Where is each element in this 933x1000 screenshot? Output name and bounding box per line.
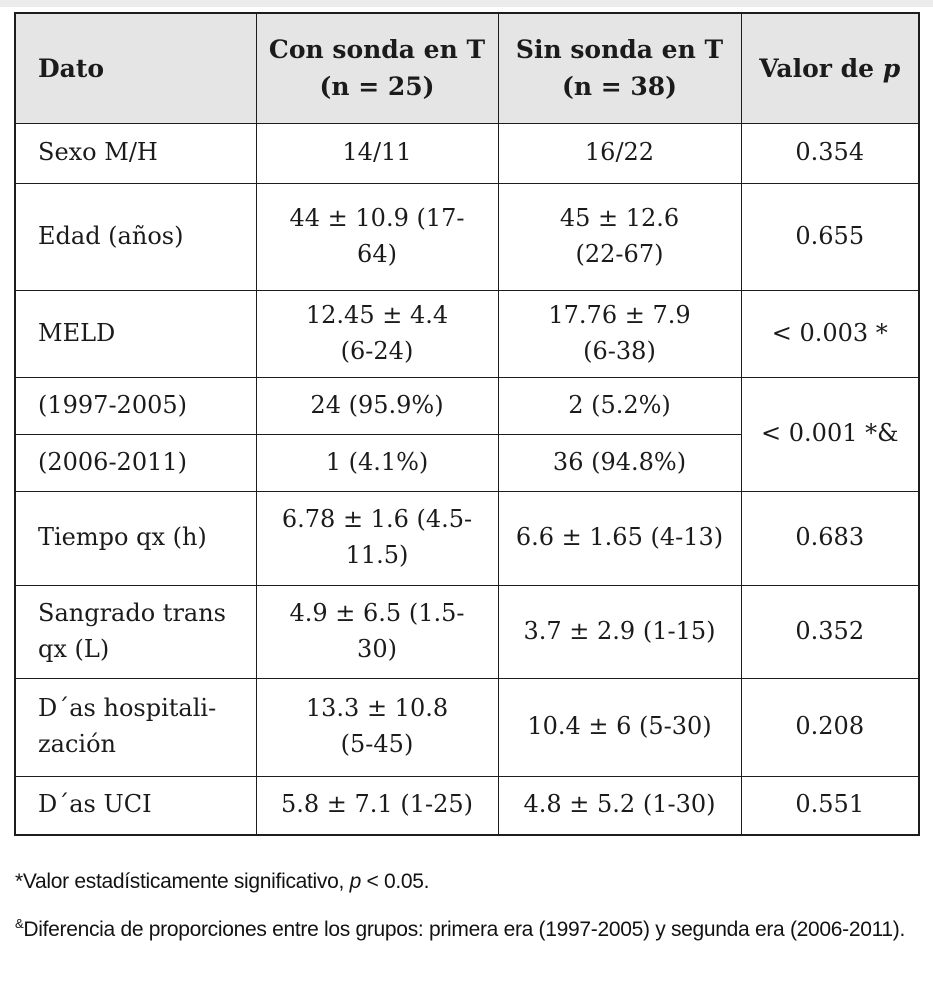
header-row: Dato Con sonda en T (n = 25) Sin sonda e… <box>14 12 920 124</box>
sin-sonda-cell: 6.6 ± 1.65 (4-13) <box>497 490 742 586</box>
sin-sonda-cell: 3.7 ± 2.9 (1-15) <box>497 584 742 679</box>
sin-sonda-cell: 17.76 ± 7.9 (6-38) <box>497 289 742 378</box>
table-footnotes: *Valor estadísticamente significativo, p… <box>15 858 921 955</box>
p-value-cell: < 0.003 * <box>740 289 920 378</box>
header-con-sonda: Con sonda en T (n = 25) <box>255 12 499 124</box>
header-dato: Dato <box>14 12 257 124</box>
row-label-cell: Tiempo qx (h) <box>14 490 257 586</box>
row-label-cell: Sangrado trans qx (L) <box>14 584 257 679</box>
row-label-cell: MELD <box>14 289 257 378</box>
footnote-significance: *Valor estadísticamente significativo, p… <box>15 870 430 893</box>
row-label-cell: D´as UCI <box>14 775 257 836</box>
table-row: Sexo M/H 14/11 16/22 0.354 <box>14 122 920 184</box>
con-sonda-cell: 6.78 ± 1.6 (4.5- 11.5) <box>255 490 499 586</box>
con-sonda-cell: 44 ± 10.9 (17- 64) <box>255 182 499 291</box>
table-row: (1997-2005) 24 (95.9%) 2 (5.2%) < 0.001 *& <box>14 376 920 492</box>
scan-edge-strip <box>0 0 933 7</box>
p-value-cell: 0.352 <box>740 584 920 679</box>
con-sonda-cell: 1 (4.1%) <box>255 433 499 492</box>
table-row: D´as UCI 5.8 ± 7.1 (1-25) 4.8 ± 5.2 (1-30)… <box>14 775 920 836</box>
table-row: (2006-2011) 1 (4.1%) 36 (94.8%) <box>14 433 919 492</box>
comparison-table: Dato Con sonda en T (n = 25) Sin sonda e… <box>14 12 920 836</box>
con-sonda-cell: 24 (95.9%) <box>255 376 499 435</box>
p-value-cell: < 0.001 *& <box>740 376 920 492</box>
p-value-cell: 0.551 <box>740 775 920 836</box>
table-header: Dato Con sonda en T (n = 25) Sin sonda e… <box>14 12 920 124</box>
row-label-cell: D´as hospitali- zación <box>14 677 257 777</box>
sin-sonda-cell: 36 (94.8%) <box>497 433 742 492</box>
table-row: Edad (años) 44 ± 10.9 (17- 64) 45 ± 12.6 (… <box>14 182 920 291</box>
con-sonda-cell: 5.8 ± 7.1 (1-25) <box>255 775 499 836</box>
con-sonda-cell: 12.45 ± 4.4 (6-24) <box>255 289 499 378</box>
con-sonda-cell: 4.9 ± 6.5 (1.5- 30) <box>255 584 499 679</box>
con-sonda-cell: 14/11 <box>255 122 499 184</box>
sin-sonda-cell: 10.4 ± 6 (5-30) <box>497 677 742 777</box>
table-row: Tiempo qx (h) 6.78 ± 1.6 (4.5- 11.5) 6.6 ±… <box>14 490 920 586</box>
footnote-proportions: &Diferencia de proporciones entre los gr… <box>15 916 906 942</box>
sin-sonda-cell: 45 ± 12.6 (22-67) <box>497 182 742 291</box>
sin-sonda-cell: 2 (5.2%) <box>497 376 742 435</box>
row-label-cell: Sexo M/H <box>14 122 257 184</box>
row-label-cell: Edad (años) <box>14 182 257 291</box>
p-value-cell: 0.683 <box>740 490 920 586</box>
header-valor-p: Valor de p <box>740 12 920 124</box>
table-body: Sexo M/H 14/11 16/22 0.354 Edad (años) 44 ± 1… <box>14 122 920 836</box>
table-row: D´as hospitali- zación 13.3 ± 10.8 (5-45)… <box>14 677 920 777</box>
table-row: Sangrado trans qx (L) 4.9 ± 6.5 (1.5- 30)… <box>14 584 920 679</box>
sin-sonda-cell: 4.8 ± 5.2 (1-30) <box>497 775 742 836</box>
p-value-cell: 0.208 <box>740 677 920 777</box>
con-sonda-cell: 13.3 ± 10.8 (5-45) <box>255 677 499 777</box>
header-sin-sonda: Sin sonda en T (n = 38) <box>497 12 742 124</box>
p-value-cell: 0.655 <box>740 182 920 291</box>
table-row: MELD 12.45 ± 4.4 (6-24) 17.76 ± 7.9 (6-38)… <box>14 289 920 378</box>
row-label-cell: (1997-2005) <box>14 376 257 435</box>
p-value-cell: 0.354 <box>740 122 920 184</box>
row-label-cell: (2006-2011) <box>14 433 257 492</box>
sin-sonda-cell: 16/22 <box>497 122 742 184</box>
